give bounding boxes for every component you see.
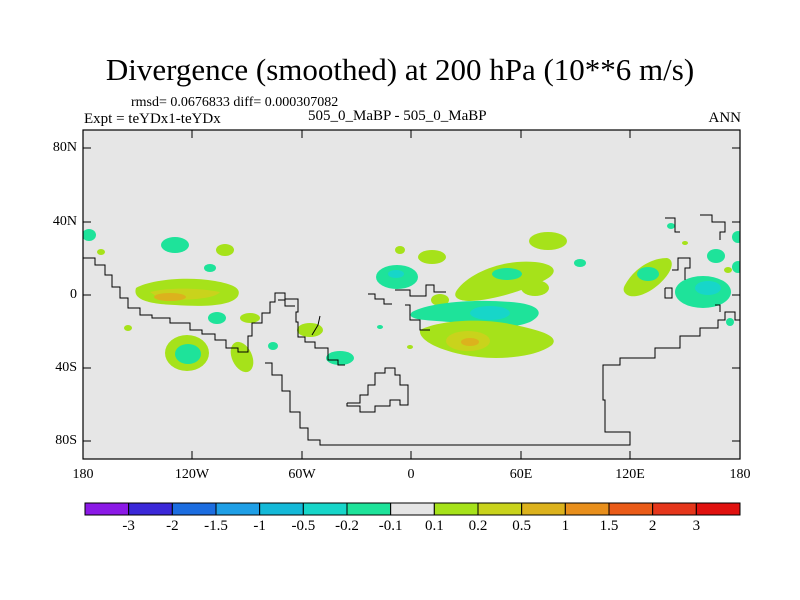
anomaly-region bbox=[204, 264, 216, 272]
colorbar-label: -3 bbox=[122, 518, 135, 534]
anomaly-region bbox=[83, 229, 96, 241]
anomaly-region bbox=[208, 312, 226, 324]
anomaly-region bbox=[97, 249, 105, 255]
anomaly-region bbox=[707, 249, 725, 263]
anomaly-region bbox=[268, 342, 278, 350]
colorbar-label: 1 bbox=[561, 518, 570, 534]
colorbar-swatch bbox=[652, 502, 697, 516]
colorbar-label: -0.1 bbox=[378, 518, 403, 534]
y-tick-label: 40S bbox=[55, 360, 77, 375]
colorbar-label: 2 bbox=[648, 518, 657, 534]
case-names: 505_0_MaBP - 505_0_MaBP bbox=[308, 108, 487, 124]
x-tick-label: 180 bbox=[729, 467, 751, 482]
anomaly-region bbox=[431, 294, 449, 306]
colorbar-label: 0.5 bbox=[512, 518, 532, 534]
colorbar bbox=[84, 502, 741, 516]
anomaly-region bbox=[695, 281, 721, 295]
colorbar-swatch bbox=[346, 502, 392, 516]
axis-ticks bbox=[82, 130, 741, 459]
y-tick-label: 80N bbox=[52, 140, 77, 155]
anomaly-fields bbox=[83, 223, 740, 373]
anomaly-region bbox=[395, 246, 405, 254]
colorbar-swatch bbox=[390, 502, 435, 516]
anomaly-region bbox=[240, 313, 260, 323]
x-tick-label: 120E bbox=[615, 467, 645, 482]
statistics-text: rmsd= 0.0676833 diff= 0.000307082 bbox=[131, 95, 339, 110]
colorbar-label: -0.5 bbox=[291, 518, 316, 534]
x-tick-label: 120W bbox=[174, 467, 210, 482]
x-tick-label: 180 bbox=[72, 467, 94, 482]
anomaly-region bbox=[492, 268, 522, 280]
anomaly-region bbox=[521, 280, 549, 296]
colorbar-swatch bbox=[259, 502, 304, 516]
anomaly-region bbox=[637, 267, 659, 281]
colorbar-swatch bbox=[84, 502, 130, 516]
x-tick-label: 60E bbox=[509, 467, 533, 482]
y-tick-label: 0 bbox=[70, 287, 77, 302]
anomaly-region bbox=[461, 338, 479, 346]
colorbar-label: 0.2 bbox=[468, 518, 488, 534]
colorbar-swatch bbox=[477, 502, 523, 516]
anomaly-region bbox=[124, 325, 132, 331]
y-tick-label: 40N bbox=[52, 214, 77, 229]
anomaly-region bbox=[154, 293, 186, 301]
colorbar-label: -0.2 bbox=[335, 518, 359, 534]
anomaly-region bbox=[455, 261, 554, 301]
y-tick-label: 80S bbox=[55, 433, 77, 448]
colorbar-swatch bbox=[608, 502, 654, 516]
x-tick-label: 60W bbox=[288, 467, 316, 482]
anomaly-region bbox=[682, 241, 688, 245]
anomaly-region bbox=[470, 306, 510, 320]
anomaly-region bbox=[529, 232, 567, 250]
colorbar-swatch bbox=[521, 502, 566, 516]
colorbar-swatch bbox=[564, 502, 610, 516]
anomaly-region bbox=[732, 231, 740, 243]
colorbar-label: 3 bbox=[692, 518, 701, 534]
anomaly-region bbox=[297, 323, 323, 337]
anomaly-region bbox=[418, 250, 446, 264]
colorbar-swatch bbox=[171, 502, 217, 516]
anomaly-region bbox=[216, 244, 234, 256]
anomaly-region bbox=[407, 345, 413, 349]
figure-title: Divergence (smoothed) at 200 hPa (10**6 … bbox=[105, 52, 695, 87]
colorbar-swatch bbox=[128, 502, 173, 516]
anomaly-region bbox=[732, 261, 740, 273]
anomaly-region bbox=[161, 237, 189, 253]
anomaly-region bbox=[724, 267, 732, 273]
anomaly-region bbox=[388, 270, 404, 278]
anomaly-region bbox=[326, 351, 354, 365]
anomaly-region bbox=[726, 318, 734, 326]
colorbar-swatch bbox=[695, 502, 741, 516]
anomaly-region bbox=[175, 344, 201, 364]
coastlines bbox=[83, 214, 740, 446]
colorbar-label: -1 bbox=[253, 518, 266, 534]
colorbar-label: 0.1 bbox=[424, 518, 444, 534]
anomaly-region bbox=[377, 325, 383, 329]
colorbar-swatch bbox=[433, 502, 479, 516]
colorbar-swatch bbox=[215, 502, 261, 516]
experiment-label: Expt = teYDx1-teYDx bbox=[84, 111, 221, 127]
season-label: ANN bbox=[708, 110, 742, 126]
colorbar-label: -2 bbox=[166, 518, 179, 534]
x-tick-label: 0 bbox=[407, 467, 415, 482]
colorbar-label: 1.5 bbox=[599, 518, 619, 534]
colorbar-label: -1.5 bbox=[204, 518, 228, 534]
anomaly-region bbox=[574, 259, 586, 267]
colorbar-swatch bbox=[302, 502, 348, 516]
anomaly-region bbox=[667, 223, 675, 229]
